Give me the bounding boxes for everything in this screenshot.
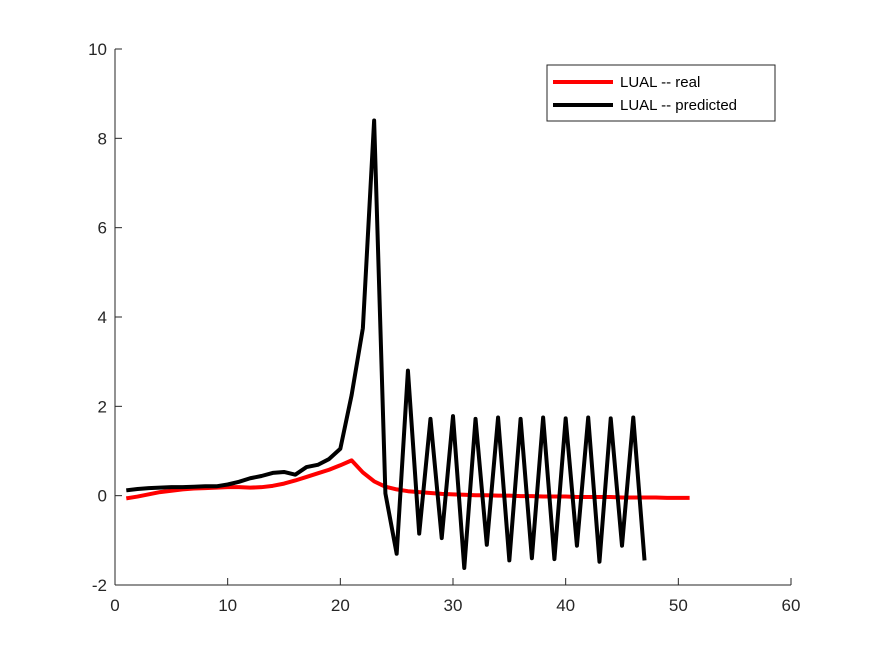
series-layer bbox=[125, 118, 690, 571]
x-tick-label: 30 bbox=[444, 596, 463, 615]
legend-box bbox=[546, 64, 776, 122]
x-tick-label: 20 bbox=[331, 596, 350, 615]
x-tick-label: 40 bbox=[556, 596, 575, 615]
x-tick-label: 0 bbox=[110, 596, 119, 615]
y-tick-label: 2 bbox=[98, 397, 107, 416]
series-line-predicted bbox=[126, 118, 647, 571]
y-tick-label: 0 bbox=[98, 487, 107, 506]
y-tick-label: 4 bbox=[98, 308, 107, 327]
x-tick-label: 10 bbox=[218, 596, 237, 615]
legend: LUAL -- real LUAL -- predicted bbox=[546, 64, 776, 122]
y-tick-label: 8 bbox=[98, 129, 107, 148]
y-tick-label: 6 bbox=[98, 219, 107, 238]
legend-label-predicted: LUAL -- predicted bbox=[620, 97, 737, 114]
x-tick-label: 50 bbox=[669, 596, 688, 615]
y-tick-label: -2 bbox=[92, 576, 107, 595]
plot-background bbox=[115, 49, 791, 585]
x-tick-label: 60 bbox=[782, 596, 801, 615]
y-tick-label: 10 bbox=[88, 40, 107, 59]
legend-label-real: LUAL -- real bbox=[620, 74, 700, 91]
